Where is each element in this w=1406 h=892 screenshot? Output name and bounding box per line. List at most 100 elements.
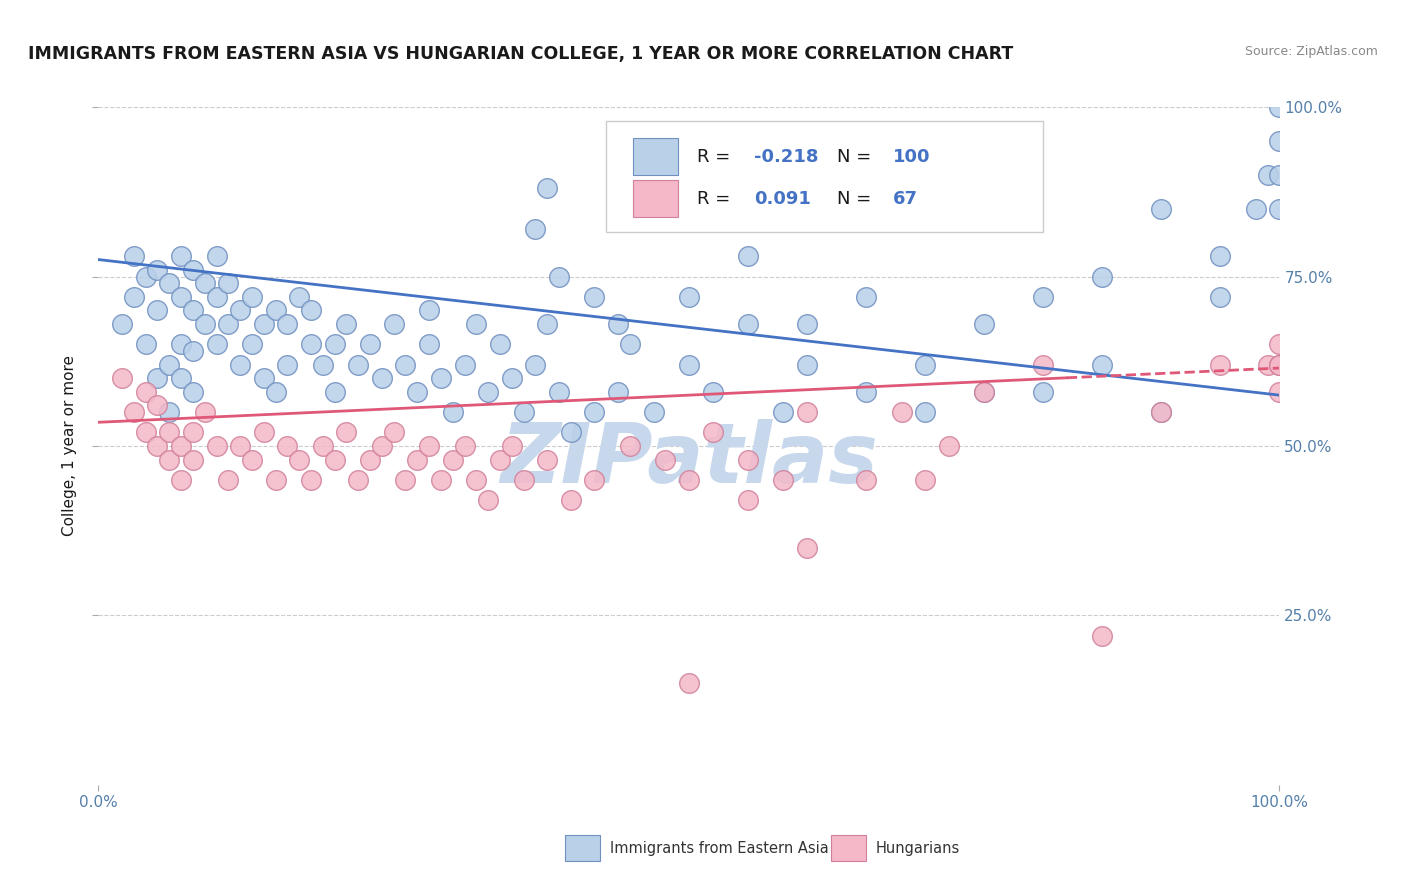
Point xyxy=(477,384,499,399)
Text: R =: R = xyxy=(697,147,737,166)
Text: 100: 100 xyxy=(893,147,931,166)
Point xyxy=(312,439,335,453)
Point xyxy=(607,384,630,399)
Point xyxy=(240,337,263,351)
Point xyxy=(489,337,512,351)
Point xyxy=(465,317,488,331)
Point xyxy=(441,405,464,419)
Point xyxy=(135,337,157,351)
Point xyxy=(1032,384,1054,399)
Text: R =: R = xyxy=(697,190,737,208)
Point xyxy=(737,249,759,263)
Point xyxy=(524,358,547,372)
Point xyxy=(288,290,311,304)
Point xyxy=(1032,358,1054,372)
Point xyxy=(643,405,665,419)
Point xyxy=(1268,202,1291,216)
Point xyxy=(914,405,936,419)
Point xyxy=(678,473,700,487)
Point xyxy=(654,452,676,467)
Point xyxy=(111,371,134,385)
Point xyxy=(217,317,239,331)
FancyBboxPatch shape xyxy=(606,120,1043,233)
Point xyxy=(264,473,287,487)
Point xyxy=(512,473,534,487)
Point xyxy=(194,405,217,419)
Point xyxy=(855,290,877,304)
Point xyxy=(323,452,346,467)
Point xyxy=(323,384,346,399)
Point xyxy=(560,425,582,440)
Point xyxy=(737,317,759,331)
Point xyxy=(229,358,252,372)
Point xyxy=(418,337,440,351)
FancyBboxPatch shape xyxy=(565,835,600,861)
Point xyxy=(394,358,416,372)
Point xyxy=(536,181,558,195)
Point xyxy=(938,439,960,453)
Point xyxy=(583,405,606,419)
Point xyxy=(536,317,558,331)
Point xyxy=(1091,629,1114,643)
Point xyxy=(418,303,440,318)
Point xyxy=(1244,202,1267,216)
Text: IMMIGRANTS FROM EASTERN ASIA VS HUNGARIAN COLLEGE, 1 YEAR OR MORE CORRELATION CH: IMMIGRANTS FROM EASTERN ASIA VS HUNGARIA… xyxy=(28,45,1014,62)
Point xyxy=(382,317,405,331)
Point xyxy=(702,384,724,399)
Point xyxy=(299,303,322,318)
Point xyxy=(1257,358,1279,372)
Point xyxy=(678,676,700,690)
Point xyxy=(1268,337,1291,351)
Point xyxy=(146,303,169,318)
Text: Hungarians: Hungarians xyxy=(876,840,960,855)
Point xyxy=(194,277,217,291)
Text: Source: ZipAtlas.com: Source: ZipAtlas.com xyxy=(1244,45,1378,58)
Point xyxy=(678,290,700,304)
Point xyxy=(1268,384,1291,399)
Point xyxy=(194,317,217,331)
FancyBboxPatch shape xyxy=(831,835,866,861)
Point xyxy=(890,405,912,419)
FancyBboxPatch shape xyxy=(634,180,678,218)
Text: Immigrants from Eastern Asia: Immigrants from Eastern Asia xyxy=(610,840,828,855)
Point xyxy=(1209,249,1232,263)
Point xyxy=(157,277,180,291)
Point xyxy=(489,452,512,467)
Point xyxy=(772,473,794,487)
Point xyxy=(973,384,995,399)
Point xyxy=(170,290,193,304)
Text: N =: N = xyxy=(837,190,876,208)
Point xyxy=(737,452,759,467)
Point xyxy=(253,425,276,440)
Point xyxy=(135,384,157,399)
Point xyxy=(217,277,239,291)
Point xyxy=(312,358,335,372)
Point xyxy=(276,317,298,331)
Point xyxy=(229,439,252,453)
Point xyxy=(796,405,818,419)
Point xyxy=(1268,358,1291,372)
Point xyxy=(548,384,571,399)
Point xyxy=(240,290,263,304)
Point xyxy=(276,358,298,372)
Point xyxy=(430,371,453,385)
Point xyxy=(181,344,204,359)
Point xyxy=(973,384,995,399)
Point xyxy=(1032,290,1054,304)
Point xyxy=(1209,290,1232,304)
Point xyxy=(1268,134,1291,148)
Point xyxy=(359,337,381,351)
Point xyxy=(441,452,464,467)
Point xyxy=(335,317,357,331)
Point xyxy=(157,425,180,440)
Point xyxy=(536,452,558,467)
Point xyxy=(406,384,429,399)
Point xyxy=(181,262,204,277)
Point xyxy=(217,473,239,487)
Point xyxy=(229,303,252,318)
Point xyxy=(264,303,287,318)
Point xyxy=(181,425,204,440)
Point xyxy=(973,317,995,331)
Point xyxy=(122,290,145,304)
Point xyxy=(1268,100,1291,114)
